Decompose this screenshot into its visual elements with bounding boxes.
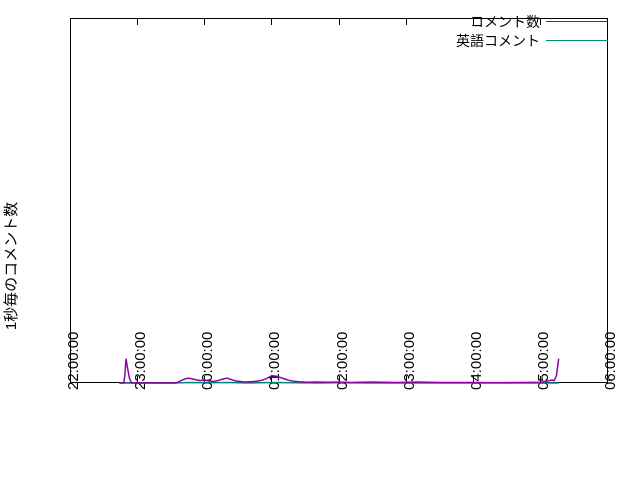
x-tick-label-0500: 05:00:00 bbox=[535, 331, 552, 390]
x-tick-label-0200: 02:00:00 bbox=[334, 331, 351, 390]
legend-label-english-comments: 英語コメント bbox=[456, 32, 540, 49]
x-tick-mark-8 bbox=[607, 376, 608, 383]
x-tick-mark-top-4 bbox=[339, 18, 340, 25]
legend: コメント数 英語コメント bbox=[430, 12, 608, 50]
x-tick-label-0100: 01:00:00 bbox=[266, 331, 283, 390]
legend-swatch-comments bbox=[546, 21, 608, 22]
legend-label-comments: コメント数 bbox=[470, 13, 540, 30]
x-tick-label-0300: 03:00:00 bbox=[401, 331, 418, 390]
legend-entry-comments: コメント数 bbox=[430, 12, 608, 31]
x-tick-label-0600: 06:00:00 bbox=[602, 331, 619, 390]
x-tick-label-2300: 23:00:00 bbox=[132, 331, 149, 390]
x-tick-label-2200: 22:00:00 bbox=[65, 331, 82, 390]
x-tick-mark-0 bbox=[70, 376, 71, 383]
x-tick-mark-top-2 bbox=[204, 18, 205, 25]
legend-swatch-english-comments bbox=[546, 40, 608, 41]
x-tick-mark-top-5 bbox=[406, 18, 407, 25]
x-tick-mark-top-6 bbox=[473, 18, 474, 25]
x-tick-mark-top-7 bbox=[540, 18, 541, 25]
x-tick-mark-top-3 bbox=[271, 18, 272, 25]
legend-entry-english-comments: 英語コメント bbox=[430, 31, 608, 50]
plot-area bbox=[70, 18, 608, 383]
x-tick-label-0000: 00:00:00 bbox=[199, 331, 216, 390]
x-tick-label-0400: 04:00:00 bbox=[468, 331, 485, 390]
y-axis-title-text: 1秒毎のコメント数 bbox=[2, 201, 20, 331]
y-axis-title: 1秒毎のコメント数 bbox=[0, 0, 22, 480]
x-tick-mark-top-1 bbox=[137, 18, 138, 25]
